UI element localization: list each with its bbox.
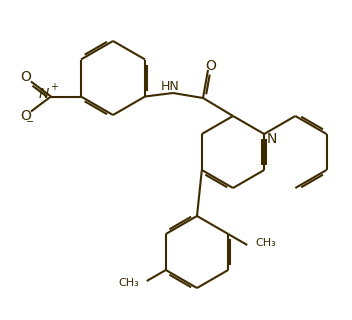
Text: O: O: [20, 69, 31, 84]
Text: −: −: [26, 116, 34, 126]
Text: O: O: [20, 108, 31, 123]
Text: +: +: [50, 82, 58, 92]
Text: N: N: [39, 86, 49, 100]
Text: N: N: [267, 132, 277, 146]
Text: HN: HN: [161, 79, 180, 92]
Text: O: O: [206, 59, 216, 73]
Text: CH₃: CH₃: [255, 238, 276, 248]
Text: CH₃: CH₃: [118, 278, 139, 288]
